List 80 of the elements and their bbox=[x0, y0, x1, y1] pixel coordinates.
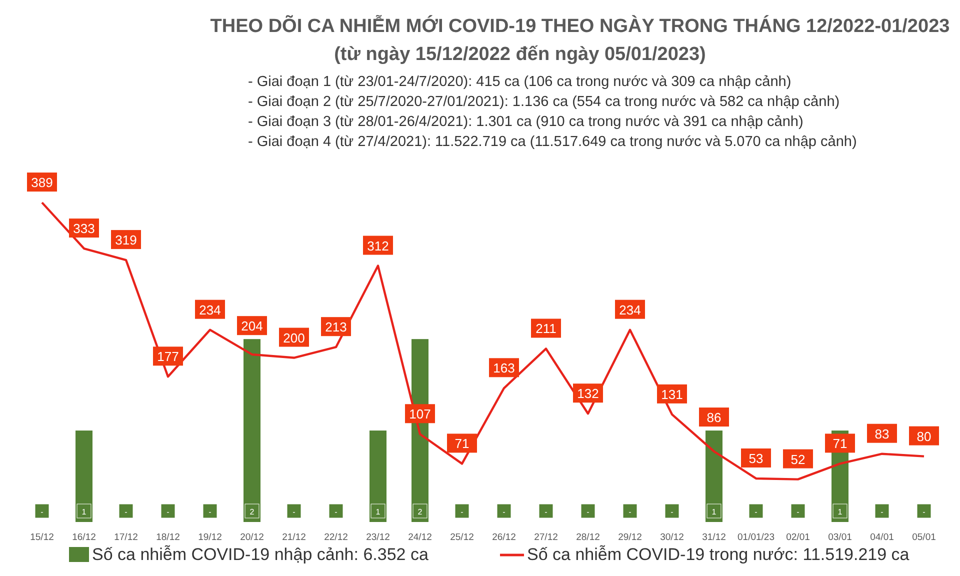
x-tick-label: 02/01 bbox=[786, 532, 810, 543]
label-box: 2 bbox=[244, 504, 260, 518]
label-box: - bbox=[874, 504, 890, 518]
label-box: - bbox=[202, 504, 218, 518]
data-label: 71 bbox=[454, 436, 470, 452]
label-box: - bbox=[454, 504, 470, 518]
data-label: 213 bbox=[325, 320, 347, 335]
x-tick-label: 18/12 bbox=[156, 532, 180, 543]
x-tick-label: 28/12 bbox=[576, 532, 600, 543]
text: - Giai đoạn 1 (từ 23/01-24/7/2020): 415 ca (106 ca trong nước và 309 ca nhập cảnh) bbox=[248, 74, 792, 90]
x-tick-label: 03/01 bbox=[828, 532, 852, 543]
label-box: - bbox=[538, 504, 554, 518]
label-box: - bbox=[34, 504, 50, 518]
data-label: 319 bbox=[115, 232, 137, 248]
x-tick-label: 31/12 bbox=[702, 532, 726, 543]
x-tick-label: 22/12 bbox=[324, 532, 348, 543]
data-label: 333 bbox=[73, 221, 95, 236]
x-tick-label: 05/01 bbox=[912, 532, 936, 543]
chart-title: THEO DÕI CA NHIỄM MỚI COVID-19 THEO NGÀY TRONG THÁNG 12/2022-01/2023 bbox=[210, 14, 950, 37]
label-box: - bbox=[286, 504, 302, 518]
x-tick-label: 29/12 bbox=[618, 532, 642, 543]
x-tick-label: 15/12 bbox=[30, 532, 54, 543]
label-box: - bbox=[916, 504, 932, 518]
label-box: - bbox=[790, 504, 806, 518]
label-box: - bbox=[328, 504, 344, 518]
x-tick-label: 17/12 bbox=[114, 532, 138, 543]
data-label: 389 bbox=[31, 175, 53, 190]
label-box: 1 bbox=[832, 504, 848, 518]
label-box: 1 bbox=[76, 504, 92, 518]
x-tick-label: 04/01 bbox=[870, 532, 894, 543]
label-box: - bbox=[664, 504, 680, 518]
data-label: 1 bbox=[376, 508, 381, 516]
data-label: 52 bbox=[790, 452, 806, 467]
data-label: 71 bbox=[832, 436, 848, 452]
data-label: 200 bbox=[283, 330, 305, 346]
label-box: 2 bbox=[412, 504, 428, 518]
data-label: 177 bbox=[157, 349, 179, 364]
data-label: 107 bbox=[409, 406, 431, 422]
data-label: 2 bbox=[250, 508, 255, 516]
x-tick-label: 16/12 bbox=[72, 532, 96, 543]
data-label: 312 bbox=[367, 238, 389, 254]
label-box: 1 bbox=[370, 504, 386, 518]
x-tick-label: 21/12 bbox=[282, 532, 306, 543]
x-tick-label: 23/12 bbox=[366, 532, 390, 543]
data-label: 2 bbox=[418, 508, 423, 516]
data-label: 211 bbox=[536, 321, 556, 336]
data-label: 131 bbox=[661, 386, 683, 402]
data-label: 1 bbox=[82, 508, 87, 516]
text: - Giai đoạn 2 (từ 25/7/2020-27/01/2021): 1.136 ca (554 ca trong nước và 582 ca nhập cảnh) bbox=[248, 94, 840, 110]
data-label: 204 bbox=[241, 318, 263, 334]
text: - Giai đoạn 3 (từ 28/01-26/4/2021): 1.301 ca (910 ca trong nước và 391 ca nhập cảnh) bbox=[248, 114, 804, 130]
x-tick-label: 20/12 bbox=[240, 532, 264, 543]
data-label: 132 bbox=[577, 386, 599, 402]
x-tick-label: 25/12 bbox=[450, 532, 474, 543]
data-label: 1 bbox=[712, 508, 717, 516]
x-tick-label: 24/12 bbox=[408, 532, 432, 543]
legend-label: Số ca nhiễm COVID-19 trong nước: 11.519.219 ca bbox=[527, 545, 910, 564]
data-label: 86 bbox=[706, 410, 722, 426]
label-box: - bbox=[622, 504, 638, 518]
data-label: 80 bbox=[916, 428, 932, 444]
data-label: 53 bbox=[748, 450, 764, 466]
label-box: 1 bbox=[706, 504, 722, 518]
data-label: 163 bbox=[493, 360, 515, 376]
x-tick-label: 19/12 bbox=[198, 532, 222, 543]
label-box: - bbox=[118, 504, 134, 518]
label-box: - bbox=[580, 504, 596, 518]
legend-label: Số ca nhiễm COVID-19 nhập cảnh: 6.352 ca bbox=[92, 545, 429, 564]
label-box: - bbox=[160, 504, 176, 518]
label-box: - bbox=[496, 504, 512, 518]
x-tick-label: 27/12 bbox=[534, 532, 558, 543]
x-tick-label: 01/01/23 bbox=[738, 532, 774, 543]
label-box: - bbox=[748, 504, 764, 518]
data-label: 234 bbox=[199, 302, 221, 318]
x-tick-label: 26/12 bbox=[492, 532, 516, 543]
data-label: 83 bbox=[874, 426, 890, 442]
x-tick-label: 30/12 bbox=[660, 532, 684, 543]
chart-subtitle: (từ ngày 15/12/2022 đến ngày 05/01/2023) bbox=[334, 44, 706, 65]
data-label: 234 bbox=[619, 302, 641, 318]
data-label: 1 bbox=[838, 508, 843, 516]
text: - Giai đoạn 4 (từ 27/4/2021): 11.522.719 ca (11.517.649 ca trong nước và 5.070 ca nhập cảnh) bbox=[248, 134, 857, 150]
